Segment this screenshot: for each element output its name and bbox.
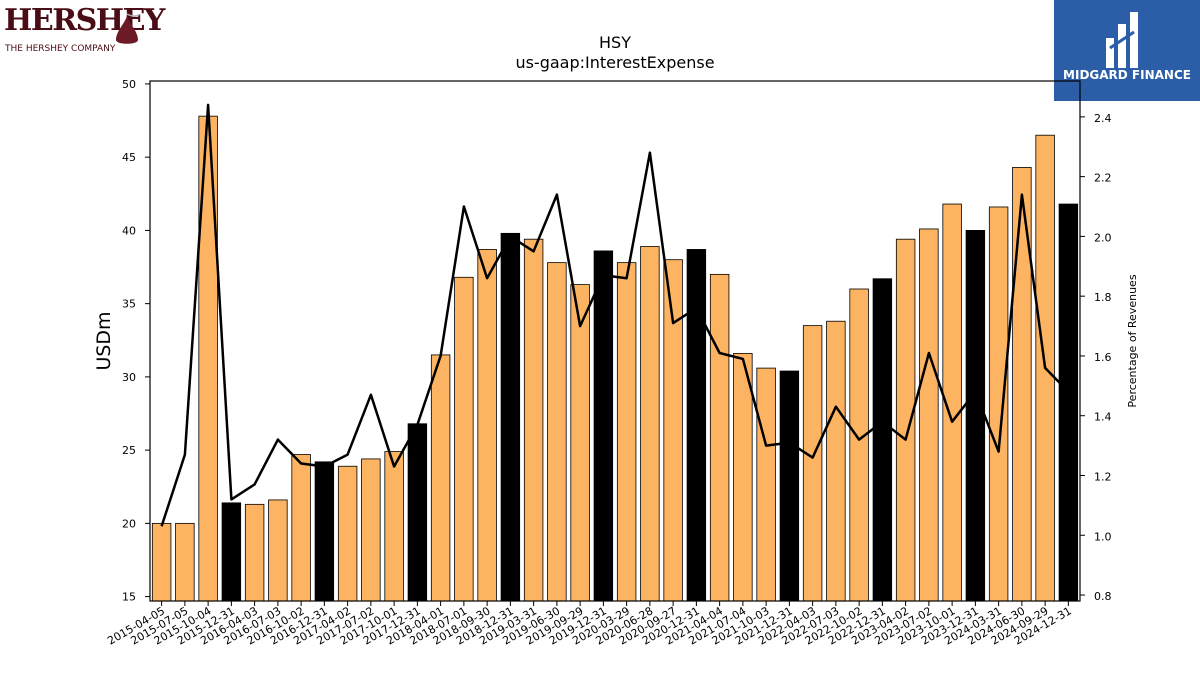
midgard-emblem-icon xyxy=(1106,12,1138,68)
kiss-icon xyxy=(116,13,140,44)
plot-frame xyxy=(149,80,1081,602)
bar xyxy=(1058,203,1079,602)
bar xyxy=(523,238,544,602)
bar xyxy=(663,259,683,602)
y2-tick-label: 2.0 xyxy=(1094,231,1112,244)
bar xyxy=(500,232,521,602)
bar xyxy=(709,273,730,602)
bar xyxy=(570,284,590,602)
y2-tick-label: 2.4 xyxy=(1094,112,1112,125)
series-line xyxy=(160,103,1070,527)
plot-area: 15 20 25 30 35 40 45 50 0.8 1.0 1.2 1.4 1.6 1.8 2.0 2.2… xyxy=(105,78,1111,648)
y-tick-label: 40 xyxy=(122,224,136,237)
bar xyxy=(454,276,474,602)
bar xyxy=(430,354,451,602)
hershey-logo-wordmark: HERSHEY xyxy=(4,3,165,38)
y-tick-label: 30 xyxy=(122,371,136,384)
y2-tick-label: 0.8 xyxy=(1094,590,1112,603)
bar xyxy=(268,499,288,602)
y2-tick-label: 1.0 xyxy=(1094,530,1112,543)
bar xyxy=(616,262,637,602)
bar xyxy=(175,522,195,602)
bar xyxy=(872,278,893,602)
bar xyxy=(640,246,660,602)
y-axis-label: USDm xyxy=(93,311,115,370)
chart-subtitle: us-gaap:InterestExpense xyxy=(515,53,714,72)
bar xyxy=(1012,167,1032,602)
y-tick-label: 20 xyxy=(122,517,136,530)
y-tick-label: 15 xyxy=(122,591,136,604)
midgard-finance-logo: MIDGARD FINANCE xyxy=(1054,0,1200,101)
bar xyxy=(407,423,428,602)
y2-tick-label: 1.2 xyxy=(1094,470,1112,483)
bar xyxy=(151,522,172,602)
y-tick-label: 25 xyxy=(122,444,136,457)
bar xyxy=(361,458,381,602)
y2-axis-label: Percentage of Revenues xyxy=(1126,274,1139,407)
bar xyxy=(919,228,939,602)
bar xyxy=(244,503,265,602)
y2-tick-label: 2.2 xyxy=(1094,172,1112,185)
bar xyxy=(314,461,335,602)
y2-tick-label: 1.6 xyxy=(1094,351,1112,364)
y-tick-label: 35 xyxy=(122,298,136,311)
bar xyxy=(779,370,800,602)
y-tick-label: 45 xyxy=(122,151,136,164)
bar xyxy=(988,206,1009,602)
bar xyxy=(593,250,614,602)
bar xyxy=(802,325,823,602)
midgard-logo-name: MIDGARD FINANCE xyxy=(1063,68,1191,82)
bar xyxy=(384,451,404,602)
bar xyxy=(965,230,986,602)
hershey-logo-subtitle: THE HERSHEY COMPANY xyxy=(5,44,116,54)
y2-tick-label: 1.4 xyxy=(1094,411,1112,424)
bar xyxy=(733,353,753,602)
bar xyxy=(477,249,497,602)
bar xyxy=(291,454,311,602)
bar xyxy=(849,288,869,602)
hershey-logo: HERSHEY THE HERSHEY COMPANY xyxy=(4,4,165,56)
bar xyxy=(756,367,776,602)
bar xyxy=(337,465,358,602)
bar xyxy=(221,502,242,602)
bar xyxy=(826,320,846,602)
bar xyxy=(686,249,707,602)
chart-title: HSY xyxy=(599,33,631,52)
y2-tick-label: 1.8 xyxy=(1094,291,1112,304)
bar xyxy=(547,262,567,602)
y-tick-label: 50 xyxy=(122,78,136,91)
